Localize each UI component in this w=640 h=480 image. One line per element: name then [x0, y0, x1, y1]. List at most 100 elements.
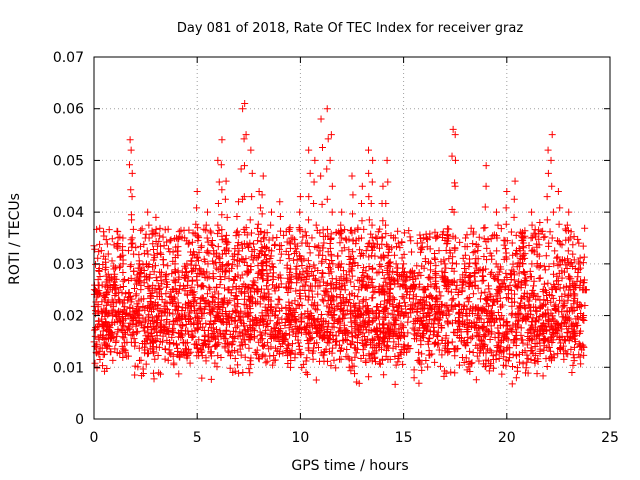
data-point [428, 350, 436, 358]
data-point [271, 307, 279, 315]
data-point [315, 251, 323, 259]
data-point [567, 304, 575, 312]
data-point [558, 241, 566, 249]
data-point [430, 327, 438, 335]
data-point [473, 329, 481, 337]
data-point [98, 281, 106, 289]
data-point-peak [511, 177, 519, 185]
data-point [347, 314, 355, 322]
data-point [185, 316, 193, 324]
data-point [96, 224, 104, 232]
data-point [560, 268, 568, 276]
data-point [323, 225, 331, 233]
data-point [293, 256, 301, 264]
data-point [568, 322, 576, 330]
data-point [548, 314, 556, 322]
data-point [528, 221, 536, 229]
data-point [375, 313, 383, 321]
data-point [258, 259, 266, 267]
data-point [537, 262, 545, 270]
data-point [112, 264, 120, 272]
data-point [193, 253, 201, 261]
data-point [173, 341, 181, 349]
data-point [213, 363, 221, 371]
data-point [207, 333, 215, 341]
data-point [142, 230, 150, 238]
data-point [194, 257, 202, 265]
data-point [274, 314, 282, 322]
data-point [211, 299, 219, 307]
data-point [253, 285, 261, 293]
data-point [190, 248, 198, 256]
data-point [157, 251, 165, 259]
data-point [249, 256, 257, 264]
data-point [236, 342, 244, 350]
data-point [118, 342, 126, 350]
data-point [148, 230, 156, 238]
x-tick-label: 0 [90, 430, 99, 446]
data-point [431, 274, 439, 282]
data-point [232, 232, 240, 240]
data-point [338, 247, 346, 255]
data-point [536, 347, 544, 355]
data-point [292, 287, 300, 295]
data-point [245, 365, 253, 373]
data-point [247, 333, 255, 341]
data-point [351, 259, 359, 267]
data-point [356, 328, 364, 336]
data-point [251, 279, 259, 287]
data-point [287, 357, 295, 365]
data-point [492, 260, 500, 268]
data-point [352, 236, 360, 244]
data-point [409, 284, 417, 292]
data-point [508, 380, 516, 388]
data-point [234, 361, 242, 369]
data-point [169, 324, 177, 332]
data-point [369, 282, 377, 290]
data-point [432, 294, 440, 302]
data-point [476, 349, 484, 357]
plot-frame [93, 56, 611, 420]
data-point [287, 234, 295, 242]
data-point [323, 327, 331, 335]
data-point [142, 340, 150, 348]
data-point [337, 260, 345, 268]
data-point [327, 362, 335, 370]
data-point [346, 256, 354, 264]
data-point [295, 342, 303, 350]
data-point [487, 360, 495, 368]
y-tick-label: 0.02 [53, 309, 84, 325]
data-point-peak [276, 198, 284, 206]
data-point [478, 277, 486, 285]
data-point [301, 228, 309, 236]
data-point [282, 247, 290, 255]
data-point [343, 274, 351, 282]
data-point [495, 355, 503, 363]
data-point [411, 326, 419, 334]
data-point [266, 255, 274, 263]
data-point [515, 316, 523, 324]
data-point [256, 328, 264, 336]
data-point [277, 274, 285, 282]
data-point [118, 326, 126, 334]
data-point [248, 193, 256, 201]
data-point [414, 300, 422, 308]
data-point [524, 355, 532, 363]
data-point [347, 367, 355, 375]
data-point [544, 169, 552, 177]
data-point [306, 314, 314, 322]
data-point [285, 279, 293, 287]
data-point [155, 312, 163, 320]
data-point [91, 359, 99, 367]
data-point [462, 268, 470, 276]
data-point [198, 294, 206, 302]
data-point [482, 356, 490, 364]
data-point [222, 326, 230, 334]
data-point [182, 264, 190, 272]
data-point [581, 224, 589, 232]
x-axis-label: GPS time / hours [291, 458, 408, 474]
data-point [544, 279, 552, 287]
data-point [326, 244, 334, 252]
data-point [407, 305, 415, 313]
data-point-peak [379, 182, 387, 190]
